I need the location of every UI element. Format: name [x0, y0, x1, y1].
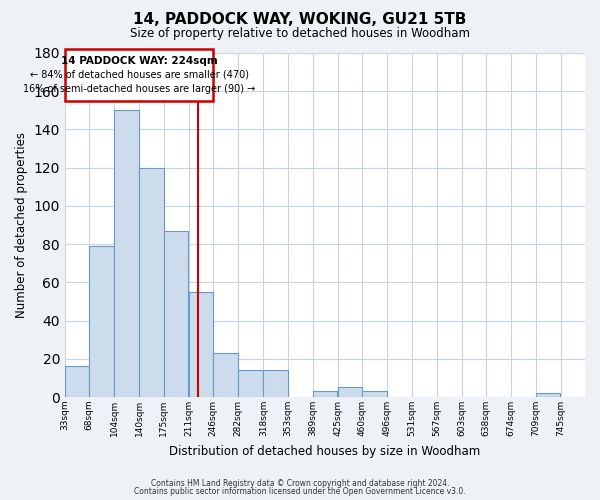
X-axis label: Distribution of detached houses by size in Woodham: Distribution of detached houses by size …: [169, 444, 481, 458]
Bar: [89, 246, 113, 397]
Bar: [362, 392, 386, 397]
Text: Contains public sector information licensed under the Open Government Licence v3: Contains public sector information licen…: [134, 487, 466, 496]
Bar: [65, 366, 89, 397]
Bar: [238, 370, 263, 397]
Text: 16% of semi-detached houses are larger (90) →: 16% of semi-detached houses are larger (…: [23, 84, 255, 94]
Bar: [338, 388, 362, 397]
Bar: [213, 353, 238, 397]
Bar: [164, 230, 188, 397]
Bar: [65, 49, 213, 101]
Bar: [189, 292, 213, 397]
Text: ← 84% of detached houses are smaller (470): ← 84% of detached houses are smaller (47…: [29, 70, 248, 80]
Text: Size of property relative to detached houses in Woodham: Size of property relative to detached ho…: [130, 28, 470, 40]
Bar: [263, 370, 288, 397]
Text: 14 PADDOCK WAY: 224sqm: 14 PADDOCK WAY: 224sqm: [61, 56, 217, 66]
Bar: [536, 393, 560, 397]
Text: 14, PADDOCK WAY, WOKING, GU21 5TB: 14, PADDOCK WAY, WOKING, GU21 5TB: [133, 12, 467, 28]
Y-axis label: Number of detached properties: Number of detached properties: [15, 132, 28, 318]
Bar: [139, 168, 164, 397]
Text: Contains HM Land Registry data © Crown copyright and database right 2024.: Contains HM Land Registry data © Crown c…: [151, 478, 449, 488]
Bar: [115, 110, 139, 397]
Bar: [313, 392, 337, 397]
